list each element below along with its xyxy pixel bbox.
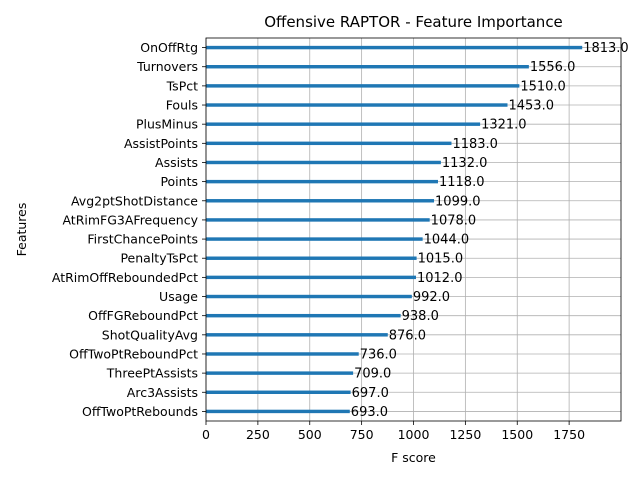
y-tick-label: TsPct — [166, 78, 198, 93]
x-tick-label: 0 — [202, 427, 210, 442]
x-axis-ticks: 0 250 500 750 1000 1250 1500 1750 — [202, 421, 585, 442]
x-tick-label: 1000 — [398, 427, 430, 442]
bar — [206, 409, 350, 414]
chart-title: Offensive RAPTOR - Feature Importance — [264, 13, 563, 31]
bar-value-label: 876.0 — [389, 328, 426, 343]
bar — [206, 275, 416, 280]
bar — [206, 333, 388, 337]
y-tick-label: Assists — [155, 155, 198, 170]
y-tick-label: AssistPoints — [124, 136, 198, 151]
bar — [206, 122, 481, 126]
bar-value-label: 693.0 — [351, 405, 388, 420]
y-tick-label: OnOffRtg — [140, 40, 198, 55]
bar-value-label: 1132.0 — [442, 156, 488, 171]
bar — [206, 218, 430, 222]
y-axis-ticks: OnOffRtg Turnovers TsPct Fouls PlusMinus Assi… — [52, 40, 206, 419]
y-tick-label: Arc3Assists — [127, 385, 198, 400]
y-tick-label: PenaltyTsPct — [120, 251, 198, 266]
bar — [206, 179, 438, 184]
bar — [206, 141, 452, 146]
bar-value-label: 1044.0 — [424, 233, 470, 248]
bar-value-label: 1078.0 — [431, 213, 477, 228]
bar-value-label: 709.0 — [354, 367, 391, 382]
x-tick-label: 250 — [246, 427, 270, 442]
bar-value-label: 1099.0 — [435, 194, 481, 209]
y-tick-label: Usage — [159, 289, 198, 304]
bar — [206, 199, 435, 203]
bar — [206, 45, 583, 50]
bar-value-label: 1012.0 — [417, 271, 463, 286]
y-tick-label: Fouls — [166, 98, 198, 113]
bar-value-label: 736.0 — [360, 347, 397, 362]
y-tick-label: Avg2ptShotDistance — [71, 193, 198, 208]
y-tick-label: Turnovers — [136, 59, 198, 74]
bar-value-label: 1556.0 — [530, 60, 576, 75]
bar — [206, 65, 529, 69]
bar-value-label: 697.0 — [352, 386, 389, 401]
bar-value-label: 1015.0 — [418, 252, 464, 267]
bar — [206, 84, 520, 88]
x-tick-label: 1250 — [449, 427, 481, 442]
bar — [206, 371, 354, 375]
bar-value-labels: 1813.0 1556.0 1510.0 1453.0 1321.0 1183.0 1132… — [351, 41, 629, 420]
y-tick-label: Points — [160, 174, 198, 189]
x-axis-label: F score — [391, 450, 436, 465]
bar-value-label: 1510.0 — [520, 79, 566, 94]
bar — [206, 103, 508, 107]
bars — [206, 45, 583, 414]
y-tick-label: AtRimFG3AFrequency — [62, 212, 198, 227]
bar-value-label: 1183.0 — [452, 137, 498, 152]
x-tick-label: 1500 — [501, 427, 533, 442]
y-tick-label: ThreePtAssists — [106, 366, 198, 381]
x-tick-label: 1750 — [553, 427, 585, 442]
y-tick-label: OffFGReboundPct — [88, 308, 198, 323]
bar-value-label: 1813.0 — [583, 41, 629, 56]
bar-value-label: 1321.0 — [481, 118, 527, 133]
bar-value-label: 938.0 — [402, 309, 439, 324]
bar-value-label: 1118.0 — [439, 175, 485, 190]
y-tick-label: FirstChancePoints — [87, 232, 198, 247]
y-tick-label: ShotQualityAvg — [102, 327, 198, 342]
y-tick-label: AtRimOffReboundedPct — [52, 270, 198, 285]
bar — [206, 256, 417, 260]
bar — [206, 390, 351, 394]
bar — [206, 352, 359, 356]
y-axis-label: Features — [14, 203, 29, 257]
y-tick-label: OffTwoPtRebounds — [82, 404, 198, 419]
bar — [206, 160, 441, 165]
bar-value-label: 992.0 — [413, 290, 450, 305]
x-tick-label: 750 — [350, 427, 374, 442]
grid — [205, 38, 621, 421]
bar — [206, 294, 412, 299]
bar — [206, 237, 423, 241]
x-tick-label: 500 — [298, 427, 322, 442]
y-tick-label: PlusMinus — [136, 117, 198, 132]
bar — [206, 313, 401, 318]
y-tick-label: OffTwoPtReboundPct — [69, 346, 198, 361]
bar-value-label: 1453.0 — [508, 99, 554, 114]
